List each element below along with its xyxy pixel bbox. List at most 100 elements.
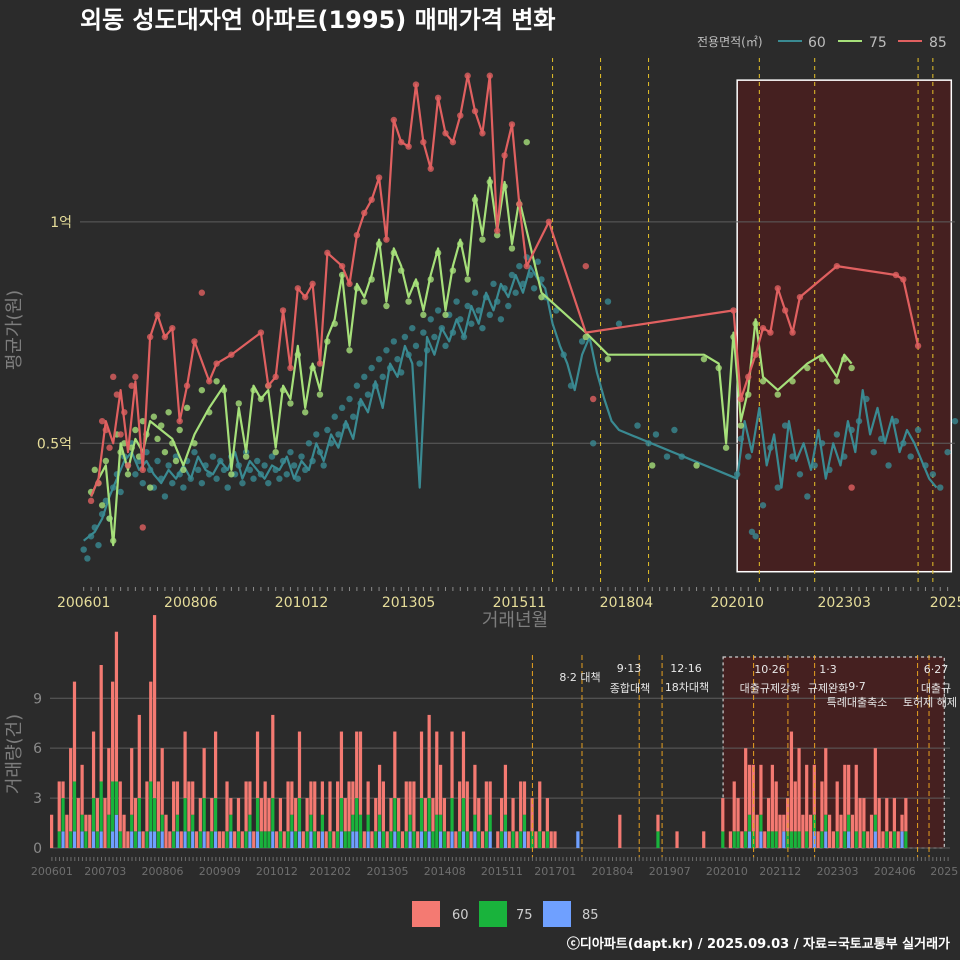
volume-bar-75 — [873, 814, 877, 832]
policy-annotation: 10·26 — [754, 663, 786, 676]
volume-bar-85 — [297, 831, 302, 848]
y-axis-label-volume: 거래량(건) — [4, 714, 25, 794]
data-point-60 — [497, 316, 505, 323]
data-point-60 — [442, 342, 449, 350]
volume-bar-85 — [408, 831, 412, 848]
volume-bar-75 — [351, 814, 355, 832]
volume-bar-75 — [904, 831, 908, 848]
data-point-60 — [353, 382, 361, 389]
data-point-85 — [383, 236, 390, 243]
data-point-60 — [191, 448, 198, 456]
data-point-60 — [169, 479, 176, 487]
volume-bar-75 — [111, 781, 115, 832]
volume-bar-60 — [111, 681, 115, 782]
data-point-75 — [117, 448, 124, 456]
data-point-75 — [161, 448, 169, 456]
x-tick-label-volume: 202406 — [874, 865, 916, 878]
volume-bar-60 — [103, 798, 107, 848]
x-tick-label-volume: 201701 — [534, 865, 576, 878]
data-point-75 — [309, 364, 316, 372]
data-point-60 — [279, 457, 287, 465]
data-point-60 — [615, 320, 623, 327]
volume-bar-60 — [835, 781, 839, 832]
volume-bar-60 — [793, 781, 797, 832]
data-point-60 — [209, 453, 217, 460]
volume-bar-60 — [50, 814, 54, 848]
data-point-85 — [412, 81, 420, 88]
volume-bar-60 — [477, 798, 481, 832]
volume-bar-60 — [904, 798, 908, 832]
legend-label-85: 85 — [929, 35, 947, 51]
data-point-75 — [346, 347, 353, 354]
policy-annotation: 특례대출축소 — [827, 696, 888, 709]
x-axis-label-month: 거래년월 — [482, 610, 548, 631]
volume-bar-60 — [309, 781, 313, 815]
data-point-60 — [257, 471, 265, 478]
data-point-85 — [767, 329, 774, 336]
data-point-60 — [283, 471, 290, 478]
data-point-75 — [257, 395, 265, 403]
data-point-60 — [482, 293, 490, 301]
x-tick-label-volume: 200601 — [31, 865, 73, 878]
volume-bar-75 — [519, 831, 523, 848]
data-point-60 — [848, 426, 855, 434]
volume-bar-85 — [111, 831, 115, 848]
volume-bar-85 — [114, 814, 119, 848]
data-point-85 — [730, 307, 737, 314]
data-point-85 — [457, 112, 464, 119]
data-point-60 — [929, 471, 937, 478]
data-point-60 — [870, 448, 877, 456]
volume-bar-75 — [435, 814, 439, 848]
data-point-60 — [449, 329, 457, 336]
volume-bar-60 — [454, 831, 458, 848]
volume-bar-85 — [355, 831, 359, 848]
volume-bar-75 — [412, 831, 416, 848]
data-point-75 — [165, 409, 172, 416]
data-point-75 — [110, 537, 117, 544]
volume-bar-60 — [69, 748, 73, 832]
volume-bar-75 — [824, 814, 828, 832]
data-point-75 — [383, 302, 390, 310]
volume-bar-75 — [461, 798, 466, 832]
x-tick-label-volume: 201202 — [309, 865, 351, 878]
data-point-85 — [324, 249, 331, 257]
volume-bar-75 — [366, 814, 370, 832]
volume-bar-60 — [65, 814, 69, 848]
data-point-60 — [892, 417, 900, 425]
volume-bar-60 — [519, 781, 523, 832]
volume-bar-60 — [763, 831, 767, 848]
volume-bar-60 — [553, 831, 557, 848]
data-point-60 — [313, 431, 320, 438]
volume-bar-60 — [328, 781, 332, 832]
data-point-75 — [287, 400, 294, 407]
data-point-60 — [401, 333, 409, 341]
data-point-75 — [457, 240, 464, 248]
volume-bar-85 — [339, 831, 344, 848]
volume-bar-60 — [500, 798, 504, 832]
data-point-60 — [804, 493, 811, 500]
data-point-60 — [645, 440, 652, 447]
volume-bar-75 — [187, 831, 191, 848]
volume-bar-75 — [355, 798, 359, 832]
volume-bar-85 — [576, 831, 580, 848]
data-point-60 — [146, 466, 154, 474]
data-point-60 — [505, 302, 512, 310]
volume-bar-75 — [156, 831, 160, 848]
highlight-region — [736, 79, 953, 573]
volume-bar-60 — [900, 814, 904, 832]
volume-bar-60 — [240, 831, 244, 848]
data-point-75 — [272, 448, 279, 456]
volume-bar-75 — [805, 831, 809, 848]
data-point-60 — [272, 466, 279, 474]
volume-bar-60 — [80, 764, 84, 815]
volume-bar-60 — [393, 731, 397, 799]
data-point-75 — [235, 400, 242, 407]
data-point-60 — [383, 347, 390, 354]
policy-annotation: 종합대책 — [610, 682, 650, 695]
data-point-60 — [102, 497, 110, 505]
data-point-60 — [885, 462, 892, 469]
data-point-60 — [206, 471, 213, 478]
volume-bar-60 — [416, 831, 420, 848]
volume-bar-60 — [774, 781, 778, 832]
data-point-75 — [169, 440, 176, 447]
